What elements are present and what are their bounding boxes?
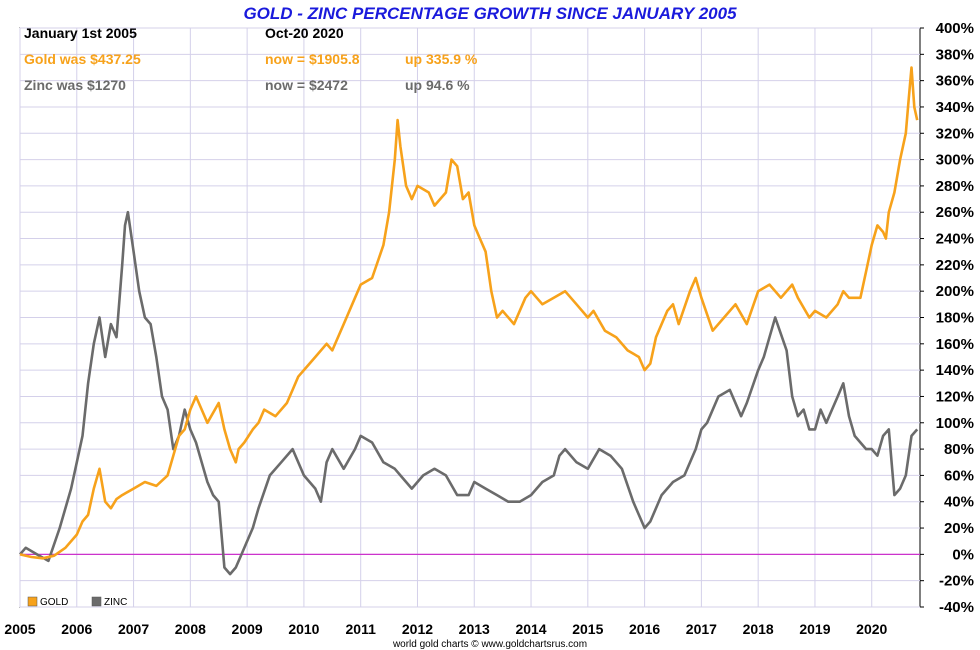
x-tick-label: 2006 — [61, 621, 92, 637]
y-tick-label: 380% — [936, 46, 974, 63]
y-tick-label: 160% — [936, 336, 974, 353]
y-tick-label: 60% — [944, 467, 974, 484]
x-tick-label: 2016 — [629, 621, 660, 637]
y-tick-label: 340% — [936, 99, 974, 116]
x-tick-label: 2005 — [4, 621, 35, 637]
start-date-label: January 1st 2005 — [24, 25, 137, 41]
y-tick-label: 20% — [944, 520, 974, 537]
zinc-up-label: up 94.6 % — [405, 77, 470, 93]
gold-now-label: now = $1905.8 — [265, 51, 360, 67]
y-tick-label: 240% — [936, 231, 974, 248]
y-tick-label: 360% — [936, 73, 974, 90]
x-tick-label: 2020 — [856, 621, 887, 637]
series-layer — [19, 66, 919, 576]
x-tick-label: 2013 — [459, 621, 490, 637]
legend-swatch-gold — [27, 596, 38, 607]
zinc-now-label: now = $2472 — [265, 77, 348, 93]
x-tick-label: 2010 — [288, 621, 319, 637]
y-tick-label: 180% — [936, 310, 974, 327]
y-tick-label: 200% — [936, 283, 974, 300]
x-tick-label: 2018 — [743, 621, 774, 637]
y-tick-label: 260% — [936, 204, 974, 221]
legend: GOLD ZINC — [27, 596, 127, 608]
y-tick-label: 400% — [936, 20, 974, 37]
source-credit: world gold charts © www.goldchartsrus.co… — [392, 639, 587, 650]
y-tick-label: 40% — [944, 494, 974, 511]
series-line-gold — [19, 66, 919, 560]
y-tick-label: 80% — [944, 441, 974, 458]
series-line-zinc — [19, 210, 919, 576]
chart-title: GOLD - ZINC PERCENTAGE GROWTH SINCE JANU… — [243, 4, 737, 23]
x-tick-label: 2007 — [118, 621, 149, 637]
y-tick-label: -20% — [939, 573, 974, 590]
y-axis: 400% 380% 360% 340% 320% 300% 280% 260% 240% 220%… — [920, 20, 974, 616]
y-tick-label: -40% — [939, 599, 974, 616]
end-date-label: Oct-20 2020 — [265, 25, 344, 41]
y-tick-label: 140% — [936, 362, 974, 379]
x-axis: 2005 2006 2007 2008 2009 2010 2011 2012 2013 2014… — [4, 621, 887, 637]
x-tick-label: 2008 — [175, 621, 206, 637]
legend-label-zinc: ZINC — [104, 597, 127, 608]
y-tick-label: 300% — [936, 152, 974, 169]
legend-label-gold: GOLD — [40, 597, 68, 608]
x-tick-label: 2012 — [402, 621, 433, 637]
zinc-was-label: Zinc was $1270 — [24, 77, 126, 93]
x-tick-label: 2017 — [686, 621, 717, 637]
gold-was-label: Gold was $437.25 — [24, 51, 141, 67]
x-tick-label: 2009 — [232, 621, 263, 637]
x-tick-label: 2014 — [515, 621, 546, 637]
y-tick-label: 320% — [936, 125, 974, 142]
y-tick-label: 100% — [936, 415, 974, 432]
x-tick-label: 2011 — [346, 621, 377, 637]
y-tick-label: 0% — [952, 546, 974, 563]
y-tick-label: 280% — [936, 178, 974, 195]
gold-up-label: up 335.9 % — [405, 51, 478, 67]
y-tick-label: 120% — [936, 388, 974, 405]
x-tick-label: 2019 — [799, 621, 830, 637]
x-tick-label: 2015 — [572, 621, 603, 637]
legend-swatch-zinc — [91, 596, 102, 607]
y-tick-label: 220% — [936, 257, 974, 274]
